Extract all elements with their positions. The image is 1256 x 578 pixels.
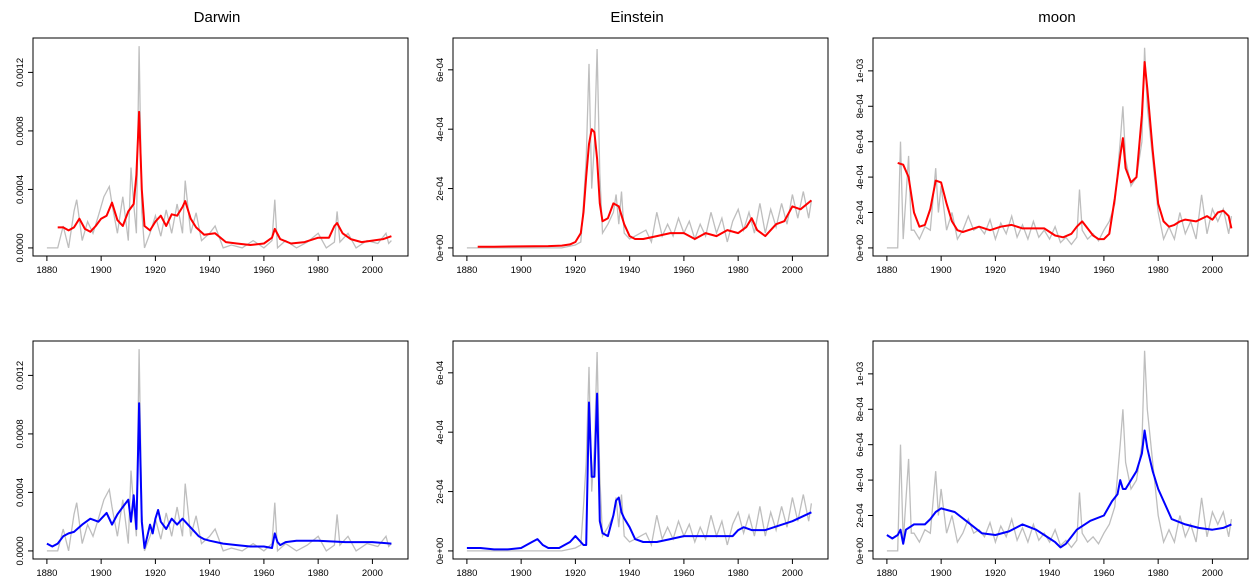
x-tick-label: 1920 (565, 265, 586, 276)
x-tick-label: 1880 (876, 568, 897, 578)
panel-darwin-top: 1880 1900 1920 1940 1960 1980 2000 0.0000 0.0004… (15, 37, 409, 276)
x-tick-label: 1980 (1148, 265, 1169, 276)
y-tick-label: 0.0012 (15, 361, 26, 390)
x-tick-label: 1980 (728, 568, 749, 578)
x-tick-label: 1920 (985, 265, 1006, 276)
y-tick-label: 0e+00 (435, 538, 446, 565)
x-tick-label: 2000 (362, 265, 383, 276)
x-tick-label: 1940 (619, 568, 640, 578)
x-tick-label: 2000 (1202, 568, 1223, 578)
y-tick-label: 6e-04 (855, 130, 866, 154)
x-tick-label: 1940 (1039, 265, 1060, 276)
x-tick-label: 1980 (308, 265, 329, 276)
y-tick-label: 2e-04 (435, 176, 446, 200)
x-tick-label: 1920 (145, 568, 166, 578)
x-tick-label: 1980 (728, 265, 749, 276)
x-tick-label: 2000 (782, 265, 803, 276)
x-tick-label: 1880 (456, 265, 477, 276)
x-tick-label: 1900 (511, 265, 532, 276)
y-tick-label: 0.0008 (15, 116, 26, 145)
y-tick-label: 0.0008 (15, 419, 26, 448)
panel-title-darwin: Darwin (194, 9, 241, 26)
y-tick-label: 0e+00 (435, 235, 446, 262)
y-tick-label: 2e-04 (855, 503, 866, 527)
y-tick-label: 0e+00 (855, 538, 866, 565)
moon-bottom-smoothed-line (886, 429, 1232, 549)
panel-moon-bottom: 1880 1900 1920 1940 1960 1980 2000 0e+00 2e-04 4e… (855, 340, 1249, 578)
darwin-top-raw-line (46, 46, 392, 250)
moon-top-smoothed-line (897, 61, 1233, 241)
y-tick-label: 8e-04 (855, 94, 866, 118)
panel-title-moon: moon (1038, 9, 1076, 26)
y-tick-label: 6e-04 (435, 361, 446, 385)
x-tick-label: 1960 (673, 568, 694, 578)
moon-top-raw-line (886, 47, 1233, 249)
x-tick-label: 1960 (1093, 265, 1114, 276)
x-tick-label: 1940 (1039, 568, 1060, 578)
y-tick-label: 4e-04 (435, 117, 446, 141)
x-tick-label: 2000 (1202, 265, 1223, 276)
x-tick-label: 1940 (199, 568, 220, 578)
x-tick-label: 1960 (673, 265, 694, 276)
x-tick-label: 1880 (36, 568, 57, 578)
x-tick-label: 1880 (36, 265, 57, 276)
moon-bottom-raw-line (886, 350, 1233, 552)
y-tick-label: 2e-04 (435, 479, 446, 503)
panel-darwin-bottom: 1880 1900 1920 1940 1960 1980 2000 0.0000 0.0004… (15, 340, 409, 578)
y-tick-label: 6e-04 (435, 58, 446, 82)
x-tick-label: 1940 (619, 265, 640, 276)
darwin-bottom-raw-line (46, 349, 392, 553)
x-tick-label: 1880 (456, 568, 477, 578)
x-tick-label: 1960 (253, 568, 274, 578)
x-tick-label: 1980 (1148, 568, 1169, 578)
einstein-top-smoothed-line (477, 128, 813, 248)
einstein-bottom-smoothed-line (466, 392, 812, 551)
y-tick-label: 1e-03 (855, 362, 866, 386)
x-tick-label: 1900 (931, 265, 952, 276)
x-tick-label: 1900 (511, 568, 532, 578)
einstein-top-raw-line (466, 48, 813, 249)
y-tick-label: 0e+00 (855, 235, 866, 262)
x-tick-label: 1900 (931, 568, 952, 578)
x-tick-label: 1920 (565, 568, 586, 578)
y-tick-label: 4e-04 (855, 468, 866, 492)
x-tick-label: 1900 (91, 265, 112, 276)
y-tick-label: 0.0004 (15, 175, 26, 204)
y-tick-label: 6e-04 (855, 433, 866, 457)
darwin-bottom-smoothed-line (46, 402, 392, 549)
x-tick-label: 1960 (253, 265, 274, 276)
panel-einstein-top: 1880 1900 1920 1940 1960 1980 2000 0e+00 2e-04 4e… (435, 37, 829, 276)
x-tick-label: 1880 (876, 265, 897, 276)
y-tick-label: 0.0000 (15, 233, 26, 262)
panel-moon-top: 1880 1900 1920 1940 1960 1980 2000 0e+00 2e-04 4e… (855, 37, 1249, 276)
darwin-top-smoothed-line (57, 110, 392, 246)
y-tick-label: 1e-03 (855, 59, 866, 83)
y-tick-label: 0.0004 (15, 478, 26, 507)
x-tick-label: 2000 (362, 568, 383, 578)
x-tick-label: 2000 (782, 568, 803, 578)
y-tick-label: 0.0000 (15, 536, 26, 565)
panel-einstein-bottom: 1880 1900 1920 1940 1960 1980 2000 0e+00 2e-04 4e… (435, 340, 829, 578)
y-tick-label: 8e-04 (855, 397, 866, 421)
x-tick-label: 1940 (199, 265, 220, 276)
x-tick-label: 1980 (308, 568, 329, 578)
y-tick-label: 4e-04 (435, 420, 446, 444)
x-tick-label: 1900 (91, 568, 112, 578)
einstein-bottom-raw-line (466, 351, 813, 552)
x-tick-label: 1920 (145, 265, 166, 276)
x-tick-label: 1920 (985, 568, 1006, 578)
y-tick-label: 2e-04 (855, 200, 866, 224)
y-tick-label: 4e-04 (855, 165, 866, 189)
x-tick-label: 1960 (1093, 568, 1114, 578)
panel-title-einstein: Einstein (610, 9, 663, 26)
y-tick-label: 0.0012 (15, 58, 26, 87)
